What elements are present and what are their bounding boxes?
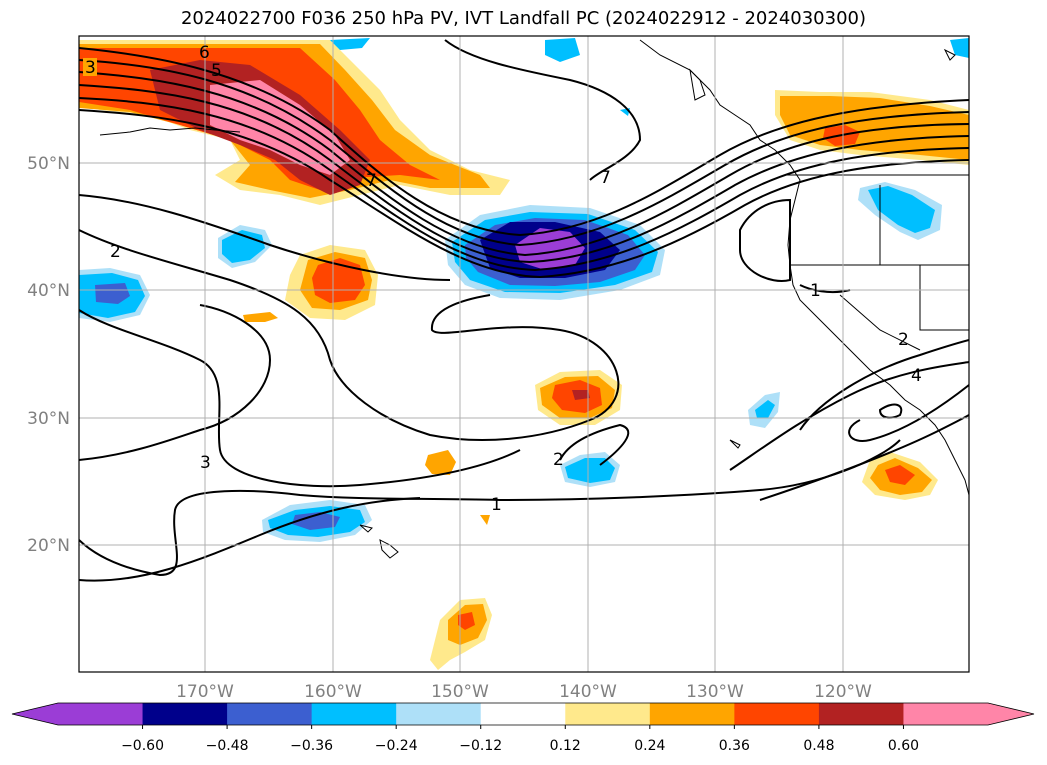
plot-frame [78, 35, 970, 673]
x-tick-label: 160°W [304, 682, 362, 702]
contour-label: 6 [199, 43, 210, 63]
colorbar-bin [142, 703, 228, 725]
colorbar-tick-label: 0.12 [550, 738, 581, 754]
colorbar-outline [11, 702, 1035, 726]
contour-labels: 3 6 5 7 7 2 1 3 1 2 4 2 [83, 43, 922, 515]
y-tick-label: 20°N [27, 536, 70, 556]
positive-pv-anomaly-gulf-alaska [775, 90, 969, 165]
pv-contours [79, 39, 969, 582]
contour-label: 3 [200, 453, 211, 473]
colorbar-bin [227, 703, 313, 725]
colorbar-tick-label: −0.60 [121, 738, 164, 754]
contour-label: 7 [600, 168, 611, 188]
contour-label: 2 [553, 450, 564, 470]
colorbar-bin [649, 703, 735, 725]
colorbar-tick-label: 0.36 [719, 738, 750, 754]
contour-label: 2 [898, 330, 909, 350]
coastlines [99, 39, 969, 559]
colorbar-bin [58, 703, 144, 725]
contour-label: 5 [211, 61, 222, 81]
colorbar-tick-label: 0.24 [634, 738, 665, 754]
colorbar-tick-label: −0.12 [459, 738, 502, 754]
positive-pv-anomaly-small-patches [243, 245, 938, 670]
colorbar-tick-label: −0.36 [290, 738, 333, 754]
contour-label: 2 [110, 242, 121, 262]
x-tick-label: 120°W [814, 682, 872, 702]
colorbar-tick-label: 0.48 [803, 738, 834, 754]
colorbar-extend-min [12, 703, 58, 725]
colorbar-bin [903, 703, 989, 725]
colorbar-bin [565, 703, 651, 725]
x-axis-labels: 170°W 160°W 150°W 140°W 130°W 120°W [176, 682, 872, 702]
x-tick-label: 170°W [176, 682, 234, 702]
y-tick-label: 30°N [27, 409, 70, 429]
contour-label: 3 [85, 58, 96, 78]
x-tick-label: 150°W [431, 682, 489, 702]
colorbar: −0.60 −0.48 −0.36 −0.24 −0.12 0.12 0.24 0.36 0.4… [11, 702, 1035, 754]
colorbar-tick-label: −0.48 [206, 738, 249, 754]
colorbar-tick-label: −0.24 [375, 738, 418, 754]
colorbar-bin [480, 703, 566, 725]
contour-label: 4 [911, 366, 922, 386]
colorbar-bin [818, 703, 904, 725]
gridlines [79, 36, 969, 672]
colorbar-bin [396, 703, 482, 725]
y-tick-label: 50°N [27, 154, 70, 174]
colorbar-extend-max [988, 703, 1034, 725]
y-axis-labels: 50°N 40°N 30°N 20°N [27, 154, 70, 556]
x-tick-label: 140°W [559, 682, 617, 702]
map-title: 2024022700 F036 250 hPa PV, IVT Landfall… [180, 8, 867, 29]
colorbar-bin [311, 703, 397, 725]
x-tick-label: 130°W [686, 682, 744, 702]
y-tick-label: 40°N [27, 281, 70, 301]
colorbar-tick-label: 0.60 [888, 738, 919, 754]
contour-label: 7 [366, 171, 377, 191]
negative-pv-anomaly-central [445, 205, 665, 300]
contour-label: 1 [491, 495, 502, 515]
colorbar-bin [734, 703, 820, 725]
negative-pv-anomaly-patches [79, 38, 969, 542]
contour-label: 1 [810, 281, 821, 301]
